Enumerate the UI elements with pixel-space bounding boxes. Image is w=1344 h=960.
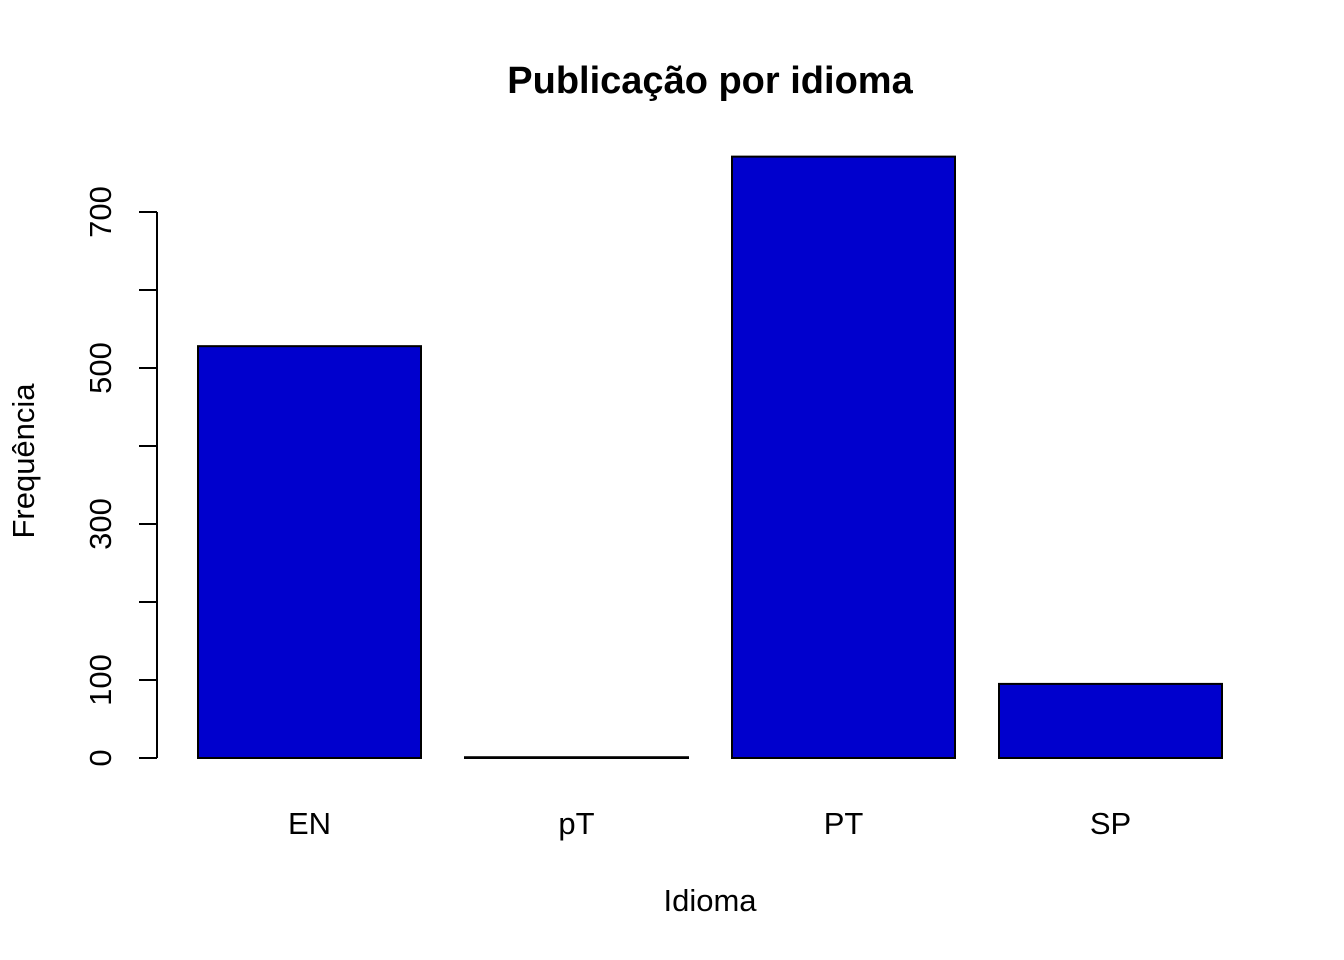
- x-tick-label: EN: [288, 806, 331, 841]
- y-axis: 0 100 300 500 700: [83, 186, 158, 767]
- x-tick-label: PT: [824, 806, 864, 841]
- y-tick-label: 500: [83, 342, 118, 394]
- x-tick-label: SP: [1090, 806, 1131, 841]
- y-axis-label: Frequência: [6, 383, 41, 539]
- y-tick-label: 700: [83, 186, 118, 238]
- x-tick-labels: EN pT PT SP: [288, 806, 1131, 841]
- bar-PT: [731, 155, 956, 759]
- chart-title: Publicação por idioma: [507, 60, 913, 102]
- x-axis-label: Idioma: [663, 883, 757, 918]
- y-tick-label: 0: [83, 749, 118, 766]
- y-tick-label: 100: [83, 654, 118, 706]
- bar-SP: [998, 682, 1223, 760]
- bar-EN: [197, 345, 422, 759]
- x-tick-label: pT: [558, 806, 594, 841]
- bar-pT: [464, 756, 689, 759]
- bars-group: [197, 155, 1223, 760]
- y-tick-label: 300: [83, 498, 118, 550]
